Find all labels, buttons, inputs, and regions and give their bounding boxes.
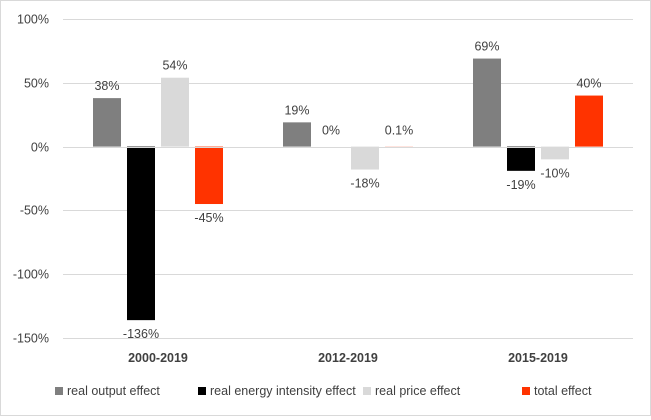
data-label: 40% — [576, 77, 601, 91]
bar-total-effect-2015-2019 — [575, 96, 603, 147]
category-labels: 2000-2019 2012-2019 2015-2019 — [128, 351, 568, 365]
bar-real-output-effect-2012-2019 — [283, 122, 311, 146]
legend-swatch — [363, 387, 371, 395]
y-tick-label: 100% — [17, 13, 49, 27]
data-label: 38% — [94, 79, 119, 93]
bar-total-effect-2000-2019 — [195, 147, 223, 204]
data-label: -19% — [506, 178, 535, 192]
legend-label: real output effect — [67, 384, 160, 398]
bar-real-energy-intensity-effect-2000-2019 — [127, 147, 155, 321]
y-tick-label: 0% — [31, 141, 49, 155]
legend-swatch — [55, 387, 63, 395]
legend-swatch — [198, 387, 206, 395]
data-label: 69% — [474, 40, 499, 54]
bar-real-energy-intensity-effect-2015-2019 — [507, 147, 535, 171]
bar-real-price-effect-2015-2019 — [541, 147, 569, 160]
data-label: 54% — [162, 59, 187, 73]
bar-real-output-effect-2000-2019 — [93, 98, 121, 146]
data-label: 19% — [284, 103, 309, 117]
category-label: 2015-2019 — [508, 351, 568, 365]
legend-swatch — [522, 387, 530, 395]
legend: real output effect real energy intensity … — [55, 384, 592, 398]
bar-real-price-effect-2000-2019 — [161, 78, 189, 147]
y-tick-label: -100% — [13, 268, 49, 282]
bar-real-output-effect-2015-2019 — [473, 59, 501, 147]
category-label: 2000-2019 — [128, 351, 188, 365]
y-tick-label: 50% — [24, 77, 49, 91]
data-label: -45% — [194, 211, 223, 225]
data-label: -10% — [540, 166, 569, 180]
legend-label: real energy intensity effect — [210, 384, 356, 398]
data-label: 0.1% — [385, 124, 414, 138]
category-label: 2012-2019 — [318, 351, 378, 365]
legend-label: real price effect — [375, 384, 461, 398]
data-label: -136% — [123, 327, 159, 341]
y-axis-tick-labels: 100% 50% 0% -50% -100% -150% — [13, 13, 49, 346]
y-tick-label: -50% — [20, 204, 49, 218]
data-label: -18% — [350, 177, 379, 191]
data-label: 0% — [322, 124, 340, 138]
legend-label: total effect — [534, 384, 592, 398]
y-tick-label: -150% — [13, 332, 49, 346]
bar-real-price-effect-2012-2019 — [351, 147, 379, 170]
